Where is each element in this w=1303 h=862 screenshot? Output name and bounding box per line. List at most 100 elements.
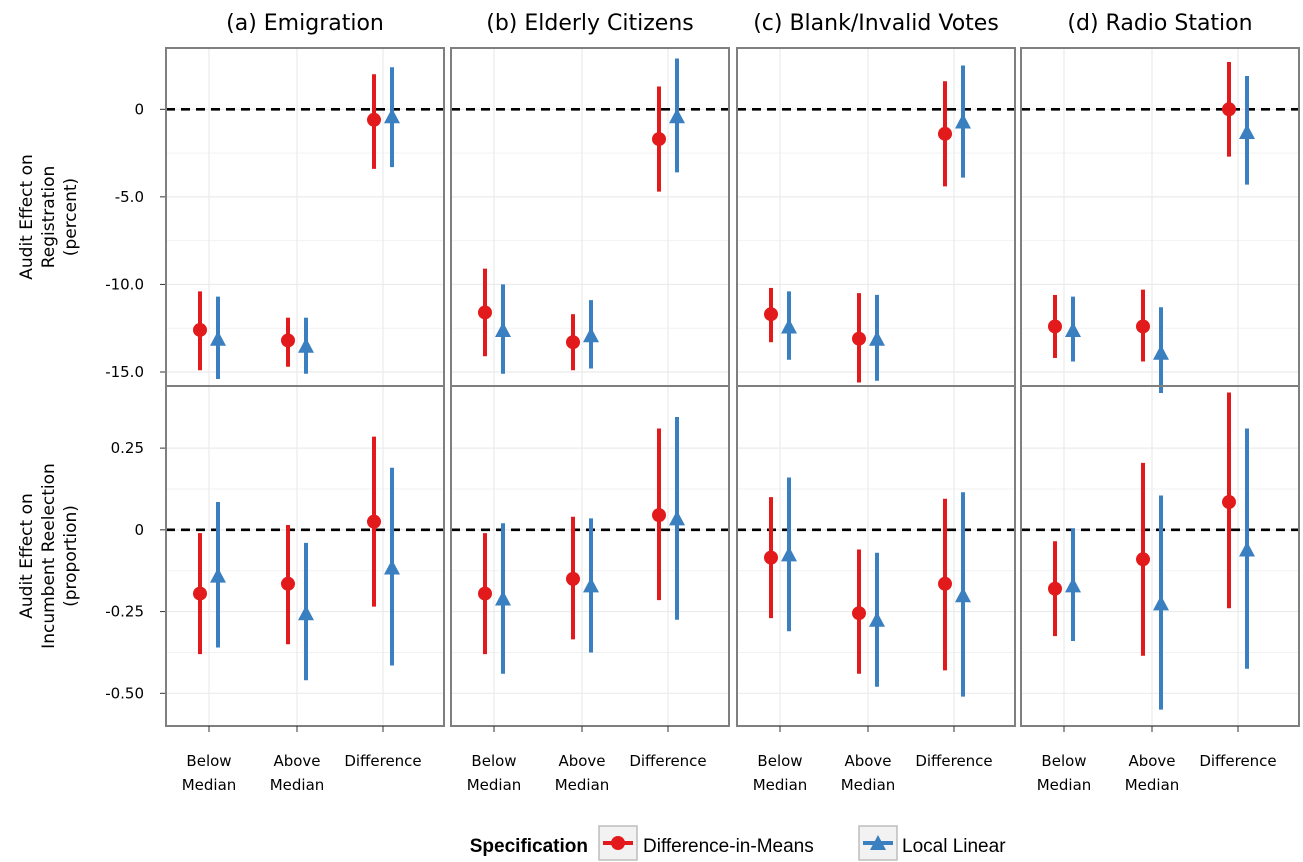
x-tick-label: Below: [186, 752, 231, 770]
point-local-linear: [781, 546, 797, 562]
y-axis-title: Audit Effect on Registration (percent): [17, 154, 81, 280]
x-tick-label: Above: [844, 752, 891, 770]
point-difference-in-means: [1048, 581, 1062, 596]
legend-title: Specification: [470, 836, 588, 857]
point-local-linear: [955, 587, 971, 603]
panel-border: [1020, 385, 1300, 727]
point-difference-in-means: [566, 335, 580, 350]
legend-label: Local Linear: [902, 836, 1006, 857]
legend-label: Difference-in-Means: [643, 836, 814, 857]
x-tick-label: Above: [558, 752, 605, 770]
facet-title: (b) Elderly Citizens: [486, 11, 694, 36]
x-tick-label: Median: [467, 776, 522, 794]
point-difference-in-means: [367, 514, 381, 529]
y-tick-label: -0.50: [105, 684, 144, 702]
point-difference-in-means: [1136, 552, 1150, 567]
point-difference-in-means: [367, 112, 381, 127]
point-difference-in-means: [938, 126, 952, 141]
x-tick-label: Difference: [1199, 752, 1276, 770]
point-local-linear: [495, 321, 511, 337]
x-tick-label: Median: [1125, 776, 1180, 794]
point-local-linear: [1239, 541, 1255, 557]
point-difference-in-means: [281, 576, 295, 591]
point-difference-in-means: [193, 586, 207, 601]
point-local-linear: [1065, 321, 1081, 337]
x-tick-label: Difference: [915, 752, 992, 770]
y-tick-label: 0: [134, 100, 144, 118]
panel: [736, 47, 1016, 387]
point-local-linear: [210, 330, 226, 346]
point-local-linear: [669, 108, 685, 124]
legend-circle-marker: [611, 836, 625, 850]
panel: [736, 385, 1016, 727]
panel: [165, 385, 445, 727]
point-difference-in-means: [1222, 102, 1236, 117]
point-local-linear: [583, 327, 599, 343]
point-local-linear: [495, 590, 511, 606]
panel-border: [165, 385, 445, 727]
point-difference-in-means: [1222, 495, 1236, 510]
panel: [1020, 385, 1300, 727]
panel: [450, 47, 730, 387]
x-tick-label: Below: [1041, 752, 1086, 770]
point-difference-in-means: [938, 576, 952, 591]
x-tick-label: Difference: [629, 752, 706, 770]
point-local-linear: [1065, 577, 1081, 593]
legend-triangle-marker: [870, 835, 886, 850]
point-local-linear: [955, 113, 971, 129]
x-tick-label: Median: [182, 776, 237, 794]
y-tick-label: -0.25: [105, 603, 144, 621]
y-axis-title-line: (percent): [61, 178, 81, 256]
point-difference-in-means: [1136, 319, 1150, 334]
point-difference-in-means: [478, 305, 492, 320]
legend: Specification Difference-in-Means Local Li…: [470, 825, 1006, 861]
point-difference-in-means: [852, 606, 866, 621]
x-tick-label: Median: [1037, 776, 1092, 794]
y-tick-label: 0.25: [111, 439, 144, 457]
panel: [165, 47, 445, 387]
x-tick-label: Above: [1128, 752, 1175, 770]
y-axis-title-line: Registration: [39, 166, 59, 269]
point-difference-in-means: [852, 331, 866, 346]
y-tick-label: 0: [134, 521, 144, 539]
point-local-linear: [869, 611, 885, 627]
panel: [450, 385, 730, 727]
point-local-linear: [583, 577, 599, 593]
point-local-linear: [1153, 344, 1169, 360]
point-local-linear: [1239, 124, 1255, 140]
point-difference-in-means: [652, 508, 666, 523]
point-difference-in-means: [1048, 319, 1062, 334]
y-axis-title-line: (proportion): [61, 505, 81, 607]
y-axis-title-line: Audit Effect on: [17, 154, 37, 280]
panel-border: [736, 385, 1016, 727]
x-tick-label: Difference: [344, 752, 421, 770]
panel-row: Audit Effect on Incumbent Reelection (prop…: [17, 385, 1300, 727]
point-local-linear: [869, 330, 885, 346]
y-axis-title: Audit Effect on Incumbent Reelection (prop…: [17, 463, 81, 649]
point-difference-in-means: [764, 307, 778, 322]
point-difference-in-means: [652, 132, 666, 147]
x-tick-label: Median: [841, 776, 896, 794]
x-tick-label: Median: [753, 776, 808, 794]
panel: [1020, 47, 1300, 394]
x-tick-label: Median: [270, 776, 325, 794]
panel-row: Audit Effect on Registration (percent) 0 -5.…: [17, 47, 1300, 394]
x-tick-label: Below: [757, 752, 802, 770]
point-local-linear: [669, 510, 685, 526]
point-difference-in-means: [281, 333, 295, 348]
x-tick-label: Above: [273, 752, 320, 770]
point-difference-in-means: [193, 322, 207, 337]
point-local-linear: [1153, 595, 1169, 611]
point-local-linear: [781, 318, 797, 334]
y-tick-label: -10.0: [105, 275, 144, 293]
point-difference-in-means: [566, 571, 580, 586]
y-tick-label: -15.0: [105, 363, 144, 381]
x-tick-label: Median: [555, 776, 610, 794]
x-tick-label: Below: [471, 752, 516, 770]
point-difference-in-means: [478, 586, 492, 601]
point-local-linear: [298, 337, 314, 353]
panel-border: [450, 385, 730, 727]
point-local-linear: [298, 605, 314, 621]
y-tick-label: -5.0: [115, 188, 144, 206]
